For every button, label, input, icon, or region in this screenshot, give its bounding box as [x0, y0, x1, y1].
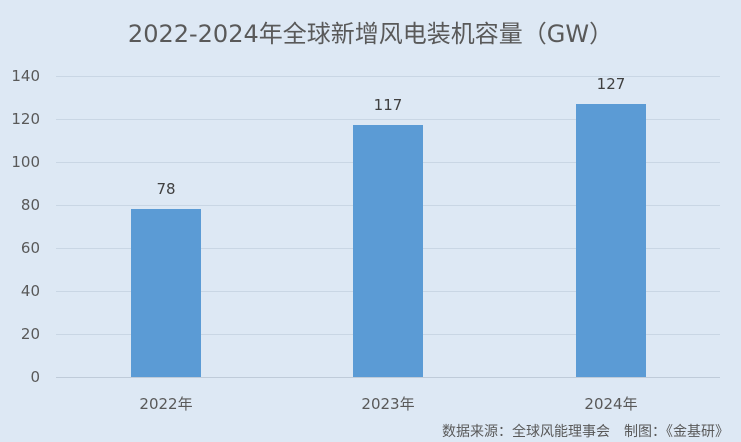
source-note: 数据来源：全球风能理事会 制图：《金基研》	[442, 424, 729, 440]
y-tick: 40	[20, 282, 40, 300]
y-tick: 60	[20, 239, 40, 257]
y-tick: 120	[11, 110, 40, 128]
y-tick: 80	[20, 196, 40, 214]
x-tick-label: 2022年	[139, 395, 193, 413]
gridline	[56, 119, 720, 120]
x-axis-line	[56, 377, 720, 378]
bar-2022	[131, 209, 201, 377]
y-tick: 140	[11, 67, 40, 85]
data-label: 117	[373, 96, 403, 114]
y-tick: 100	[11, 153, 40, 171]
gridline	[56, 76, 720, 77]
x-tick-label: 2023年	[361, 395, 415, 413]
y-tick: 0	[30, 368, 40, 386]
plot-area: 78 117 127	[56, 75, 720, 378]
x-tick-label: 2024年	[584, 395, 638, 413]
data-label: 78	[156, 180, 176, 198]
bar-2024	[576, 103, 646, 377]
bar-2023	[353, 125, 423, 377]
data-label: 127	[596, 75, 626, 93]
y-tick: 20	[20, 325, 40, 343]
chart-title: 2022-2024年全球新增风电装机容量（GW）	[127, 20, 614, 48]
